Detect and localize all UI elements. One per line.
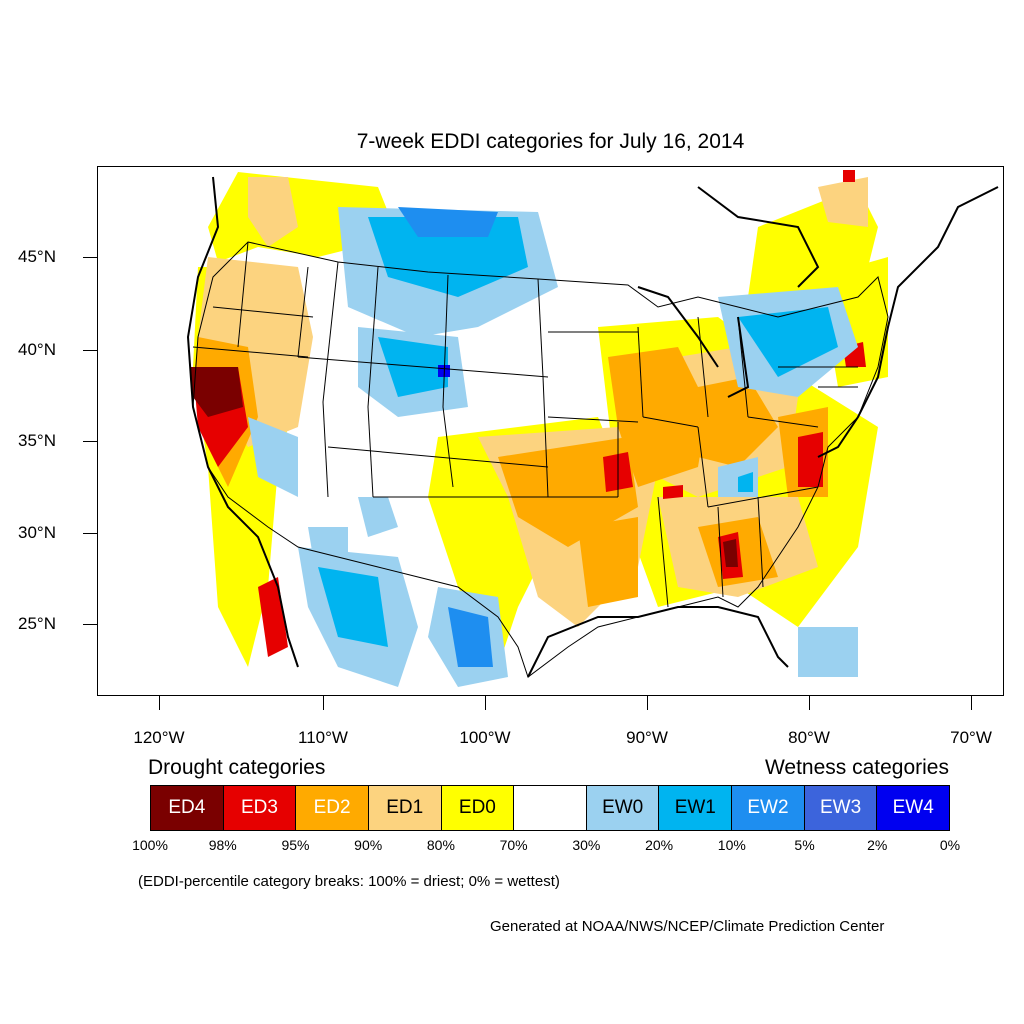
percent-break-label: 2% <box>867 837 888 853</box>
percent-break-label: 100% <box>132 837 168 853</box>
legend-box: EW1 <box>659 786 733 830</box>
lat-tick <box>83 441 97 442</box>
legend-box: ED1 <box>368 786 442 830</box>
percent-break-label: 0% <box>939 837 961 853</box>
lon-label: 120°W <box>133 728 185 747</box>
lon-label: 110°W <box>298 728 348 747</box>
percent-break-label: 98% <box>208 837 237 853</box>
percent-break-label: 70% <box>499 837 528 853</box>
lat-label: 25°N <box>18 614 56 633</box>
coastline <box>186 176 999 678</box>
percent-break-label: 10% <box>717 837 746 853</box>
percent-break-label: 90% <box>354 837 383 853</box>
eddi-map <box>97 166 1004 696</box>
lat-tick <box>83 533 97 534</box>
percent-break-label: 5% <box>794 837 815 853</box>
wetness-regions <box>248 207 858 687</box>
lat-label: 35°N <box>18 431 56 450</box>
percent-break-label: 30% <box>572 837 601 853</box>
percent-break-label: 80% <box>426 837 455 853</box>
map-canvas <box>186 170 999 687</box>
lon-tick <box>647 696 648 710</box>
lon-tick <box>809 696 810 710</box>
lon-tick <box>971 696 972 710</box>
lat-label: 45°N <box>18 247 56 266</box>
lon-label: 80°W <box>788 728 830 747</box>
lat-tick <box>83 257 97 258</box>
lon-tick <box>485 696 486 710</box>
legend-box: EW4 <box>877 786 950 830</box>
legend-box: EW3 <box>804 786 878 830</box>
lat-tick <box>83 624 97 625</box>
wetness-heading: Wetness categories <box>764 756 949 779</box>
legend-box: EW2 <box>732 786 805 830</box>
legend-box: ED4 <box>151 786 224 830</box>
legend-box: ED3 <box>223 786 297 830</box>
legend-bar: ED4 ED3 ED2 ED1 ED0 EW0 EW1 EW2 EW3 EW4 <box>150 785 950 831</box>
lon-label: 70°W <box>950 728 992 747</box>
lat-label: 40°N <box>18 340 56 359</box>
legend-box: ED2 <box>296 786 369 830</box>
map-title: 7-week EDDI categories for July 16, 2014 <box>356 130 745 153</box>
percent-break-label: 20% <box>645 837 674 853</box>
credit-text: Generated at NOAA/NWS/NCEP/Climate Predi… <box>490 918 885 935</box>
category-note: (EDDI-percentile category breaks: 100% =… <box>138 873 560 890</box>
lon-tick <box>323 696 324 710</box>
lat-tick <box>83 350 97 351</box>
lon-label: 100°W <box>459 728 511 747</box>
drought-heading: Drought categories <box>148 756 326 779</box>
legend-box: ED0 <box>441 786 515 830</box>
lon-label: 90°W <box>626 728 668 747</box>
lat-label: 30°N <box>18 523 56 542</box>
state-boundaries <box>192 241 889 678</box>
legend-box: EW0 <box>586 786 660 830</box>
legend-box <box>514 786 587 830</box>
percent-break-label: 95% <box>281 837 310 853</box>
lon-tick <box>159 696 160 710</box>
